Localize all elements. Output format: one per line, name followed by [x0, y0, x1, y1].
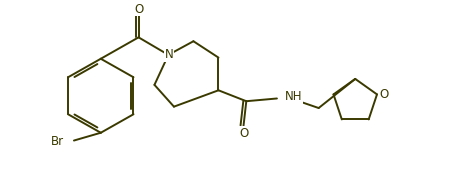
Text: O: O — [379, 88, 389, 101]
Text: NH: NH — [285, 90, 302, 103]
Text: O: O — [134, 3, 143, 16]
Text: N: N — [165, 48, 174, 61]
Text: O: O — [239, 127, 248, 140]
Text: Br: Br — [51, 135, 64, 148]
